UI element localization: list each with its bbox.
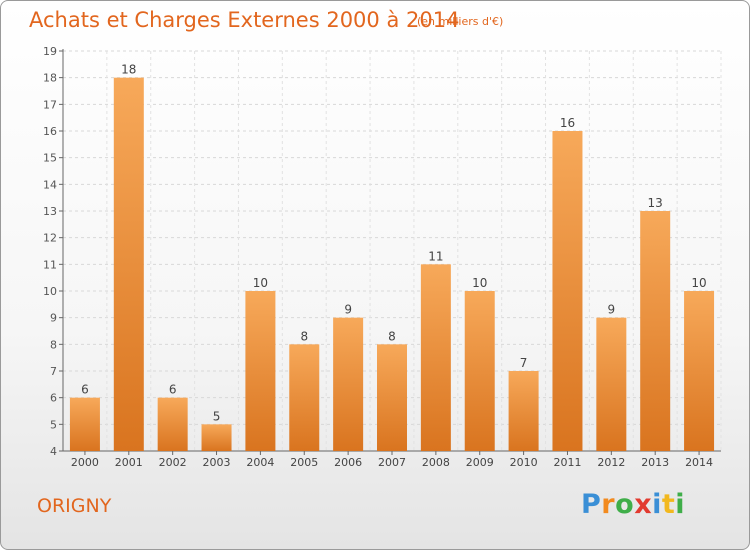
- commune-name: ORIGNY: [37, 495, 112, 517]
- bar: [377, 344, 407, 451]
- y-tick-label: 9: [50, 312, 57, 325]
- x-tick-label: 2000: [71, 456, 99, 469]
- x-tick-label: 2011: [553, 456, 581, 469]
- x-tick-label: 2014: [685, 456, 713, 469]
- bar: [684, 291, 715, 451]
- y-tick-label: 11: [43, 258, 57, 271]
- x-tick-label: 2012: [597, 456, 625, 469]
- y-tick-label: 4: [50, 445, 57, 458]
- data-label: 8: [300, 329, 308, 343]
- logo-letter: r: [601, 489, 616, 520]
- x-tick-label: 2010: [510, 456, 538, 469]
- x-tick-label: 2005: [290, 456, 318, 469]
- data-label: 7: [520, 356, 528, 370]
- bar: [157, 397, 188, 451]
- data-label: 8: [388, 329, 396, 343]
- x-tick-label: 2003: [203, 456, 231, 469]
- bar: [113, 77, 144, 452]
- data-label: 6: [81, 383, 89, 397]
- x-tick-label: 2009: [466, 456, 494, 469]
- y-tick-label: 10: [43, 285, 57, 298]
- bar: [464, 291, 495, 451]
- logo-letter: x: [634, 489, 653, 520]
- data-label: 5: [213, 409, 221, 423]
- chart-title: Achats et Charges Externes 2000 à 2014: [29, 8, 460, 32]
- data-label: 9: [344, 303, 352, 317]
- x-tick-label: 2001: [115, 456, 143, 469]
- x-tick-label: 2004: [246, 456, 274, 469]
- bar: [333, 317, 364, 451]
- x-tick-label: 2002: [159, 456, 187, 469]
- data-label: 10: [691, 276, 706, 290]
- y-tick-label: 16: [43, 125, 57, 138]
- bar: [201, 424, 232, 451]
- x-tick-label: 2006: [334, 456, 362, 469]
- proxiti-logo: Proxiti: [581, 489, 685, 520]
- y-tick-label: 17: [43, 98, 57, 111]
- data-label: 10: [253, 276, 268, 290]
- data-labels: 6 18 6 5 10 8 9 8 11 10 7 16 9 13 10: [81, 63, 707, 424]
- data-label: 6: [169, 383, 177, 397]
- y-tick-label: 6: [50, 392, 57, 405]
- y-tick-label: 15: [43, 152, 57, 165]
- bar: [289, 344, 320, 451]
- x-tick-label: 2013: [641, 456, 669, 469]
- bar: [420, 264, 451, 451]
- logo-letter: t: [661, 489, 676, 520]
- bar: [640, 211, 671, 451]
- y-tick-label: 14: [43, 178, 57, 191]
- logo-letter: i: [652, 489, 662, 520]
- y-tick-label: 19: [43, 45, 57, 58]
- bar: [552, 131, 583, 451]
- data-label: 18: [121, 63, 136, 77]
- data-label: 16: [560, 116, 575, 130]
- y-tick-label: 7: [50, 365, 57, 378]
- logo-letter: P: [581, 489, 602, 520]
- bar: [69, 397, 100, 451]
- bar: [508, 371, 539, 451]
- data-label: 10: [472, 276, 487, 290]
- bars: [69, 77, 715, 452]
- x-tick-label: 2007: [378, 456, 406, 469]
- x-tick-labels: 2000 2001 2002 2003 2004 2005 2006 2007 2008 2009…: [71, 456, 713, 469]
- y-tick-label: 8: [50, 338, 57, 351]
- logo-letter: i: [675, 489, 686, 520]
- bar: [596, 317, 627, 451]
- y-tick-labels: 4 5 6 7 8 9 10 11 12 13 14 15 16 17 18 19: [43, 45, 57, 458]
- data-label: 13: [648, 196, 663, 210]
- y-tick-label: 12: [43, 232, 57, 245]
- y-tick-label: 5: [50, 418, 57, 431]
- x-tick-label: 2008: [422, 456, 450, 469]
- y-tick-label: 18: [43, 72, 57, 85]
- logo-letter: o: [615, 489, 635, 520]
- data-label: 11: [428, 249, 443, 263]
- chart-subtitle: (en milliers d'€): [417, 15, 504, 28]
- data-label: 9: [608, 303, 616, 317]
- y-tick-label: 13: [43, 205, 57, 218]
- bar: [245, 291, 276, 451]
